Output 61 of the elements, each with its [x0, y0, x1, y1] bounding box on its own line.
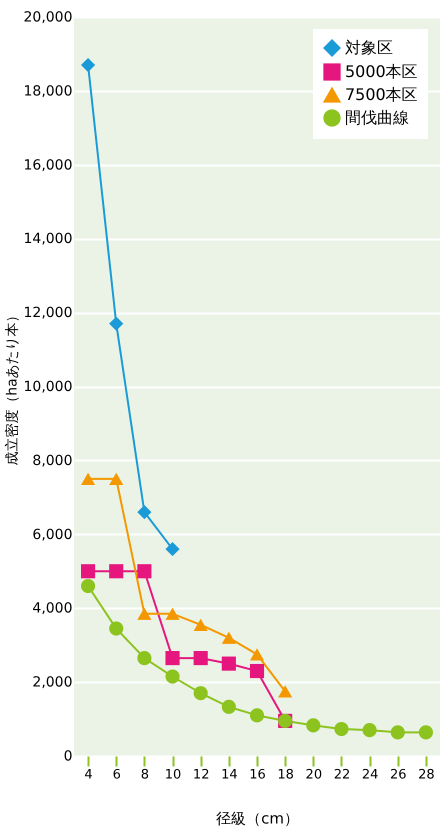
- point: [362, 723, 377, 738]
- point: [81, 58, 96, 72]
- y-tick-label: 12,000: [24, 305, 72, 322]
- point: [250, 664, 264, 678]
- point: [194, 651, 208, 666]
- y-tick-label: 20,000: [24, 10, 72, 26]
- x-tick-label: 4: [84, 768, 93, 782]
- legend-label: 間伐曲線: [345, 108, 409, 127]
- point: [250, 708, 264, 722]
- point: [194, 686, 208, 700]
- y-tick-label: 8,000: [32, 452, 72, 469]
- point: [109, 316, 124, 331]
- point: [306, 718, 320, 732]
- point: [278, 685, 292, 698]
- point: [137, 651, 152, 666]
- point: [81, 564, 96, 578]
- x-tick-label: 22: [334, 768, 350, 782]
- point: [109, 472, 124, 485]
- y-tick-label: 4,000: [32, 600, 72, 617]
- x-tick-label: 20: [306, 768, 322, 782]
- y-tick-label: 14,000: [24, 231, 72, 248]
- point: [165, 651, 180, 666]
- point: [334, 722, 349, 736]
- y-tick-label: 10,000: [24, 379, 72, 395]
- x-tick-label: 8: [140, 768, 150, 782]
- point: [109, 621, 124, 636]
- point: [222, 656, 236, 671]
- point: [81, 472, 96, 485]
- point: [418, 725, 433, 740]
- x-tick-label: 18: [277, 768, 294, 782]
- point: [137, 608, 152, 620]
- x-tick-label: 24: [362, 768, 378, 782]
- point: [165, 542, 180, 556]
- y-axis-title: 成立密度（haあたり本）: [4, 308, 21, 466]
- x-tick-label: 14: [221, 768, 238, 782]
- legend-label: 7500本区: [345, 85, 418, 104]
- point: [137, 505, 152, 520]
- point: [222, 632, 236, 644]
- y-tick-label: 16,000: [24, 157, 72, 174]
- x-axis-title: 径級（cm）: [216, 810, 299, 828]
- point: [165, 608, 180, 620]
- x-tick-label: 6: [112, 768, 121, 782]
- legend-label: 対象区: [345, 38, 393, 57]
- y-tick-label: 0: [64, 748, 72, 764]
- y-tick-label: 18,000: [24, 83, 72, 100]
- x-tick-label: 16: [249, 768, 266, 782]
- x-tick-label: 26: [390, 768, 407, 782]
- point: [81, 578, 96, 594]
- point: [109, 564, 124, 578]
- legend-label: 5000本区: [345, 62, 418, 81]
- point: [165, 670, 180, 684]
- x-tick-label: 12: [192, 768, 210, 782]
- x-tick-label: 10: [164, 768, 182, 782]
- y-tick-label: 2,000: [32, 674, 72, 691]
- x-tick-label: 28: [418, 768, 435, 782]
- point: [194, 618, 208, 631]
- point: [222, 700, 236, 714]
- point: [137, 564, 152, 578]
- point: [390, 725, 405, 740]
- y-tick-label: 6,000: [32, 526, 72, 543]
- point: [250, 648, 264, 661]
